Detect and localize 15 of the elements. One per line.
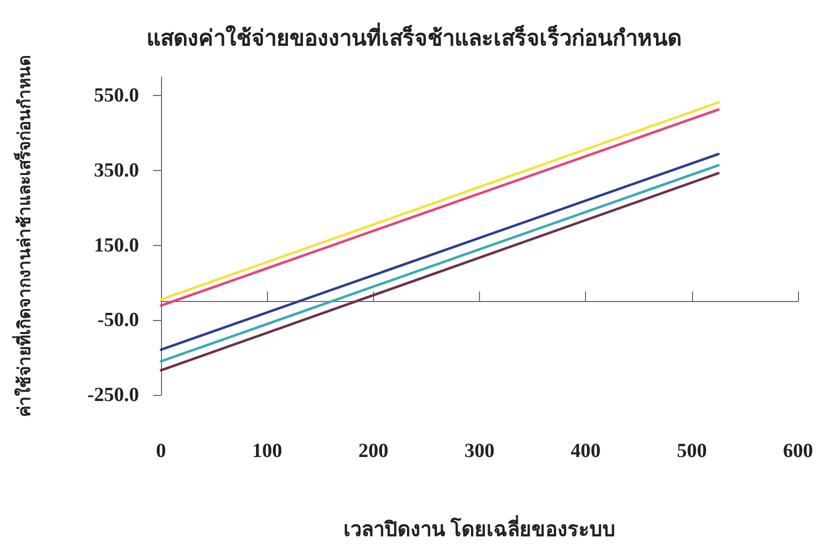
x-tick-label: 200 (358, 440, 388, 462)
x-tick-label: 300 (464, 440, 494, 462)
x-tick-label: 400 (570, 440, 601, 462)
x-tick-label: 100 (252, 440, 282, 462)
x-axis-title: เวลาปิดงาน โดยเฉลี่ยของระบบ (344, 514, 616, 541)
y-tick-label: -250.0 (87, 384, 139, 406)
y-tick-label: 550.0 (94, 84, 139, 107)
x-tick-label: 500 (676, 440, 707, 462)
y-axis-title: ค่าใช้จ่ายที่เกิดจากงานล่าช้าและเสร็จก่อนกำหนด (12, 55, 34, 417)
x-tick-label: 0 (156, 440, 166, 462)
y-tick-label: 150.0 (94, 234, 139, 256)
x-tick-label: 600 (783, 440, 813, 462)
y-tick-label: 350.0 (94, 160, 139, 182)
y-tick-label: -50.0 (97, 309, 139, 332)
chart-title: แสดงค่าใช้จ่ายของงานที่เสร็จช้าและเสร็จเร็วก่อนกำหนด (146, 22, 682, 50)
